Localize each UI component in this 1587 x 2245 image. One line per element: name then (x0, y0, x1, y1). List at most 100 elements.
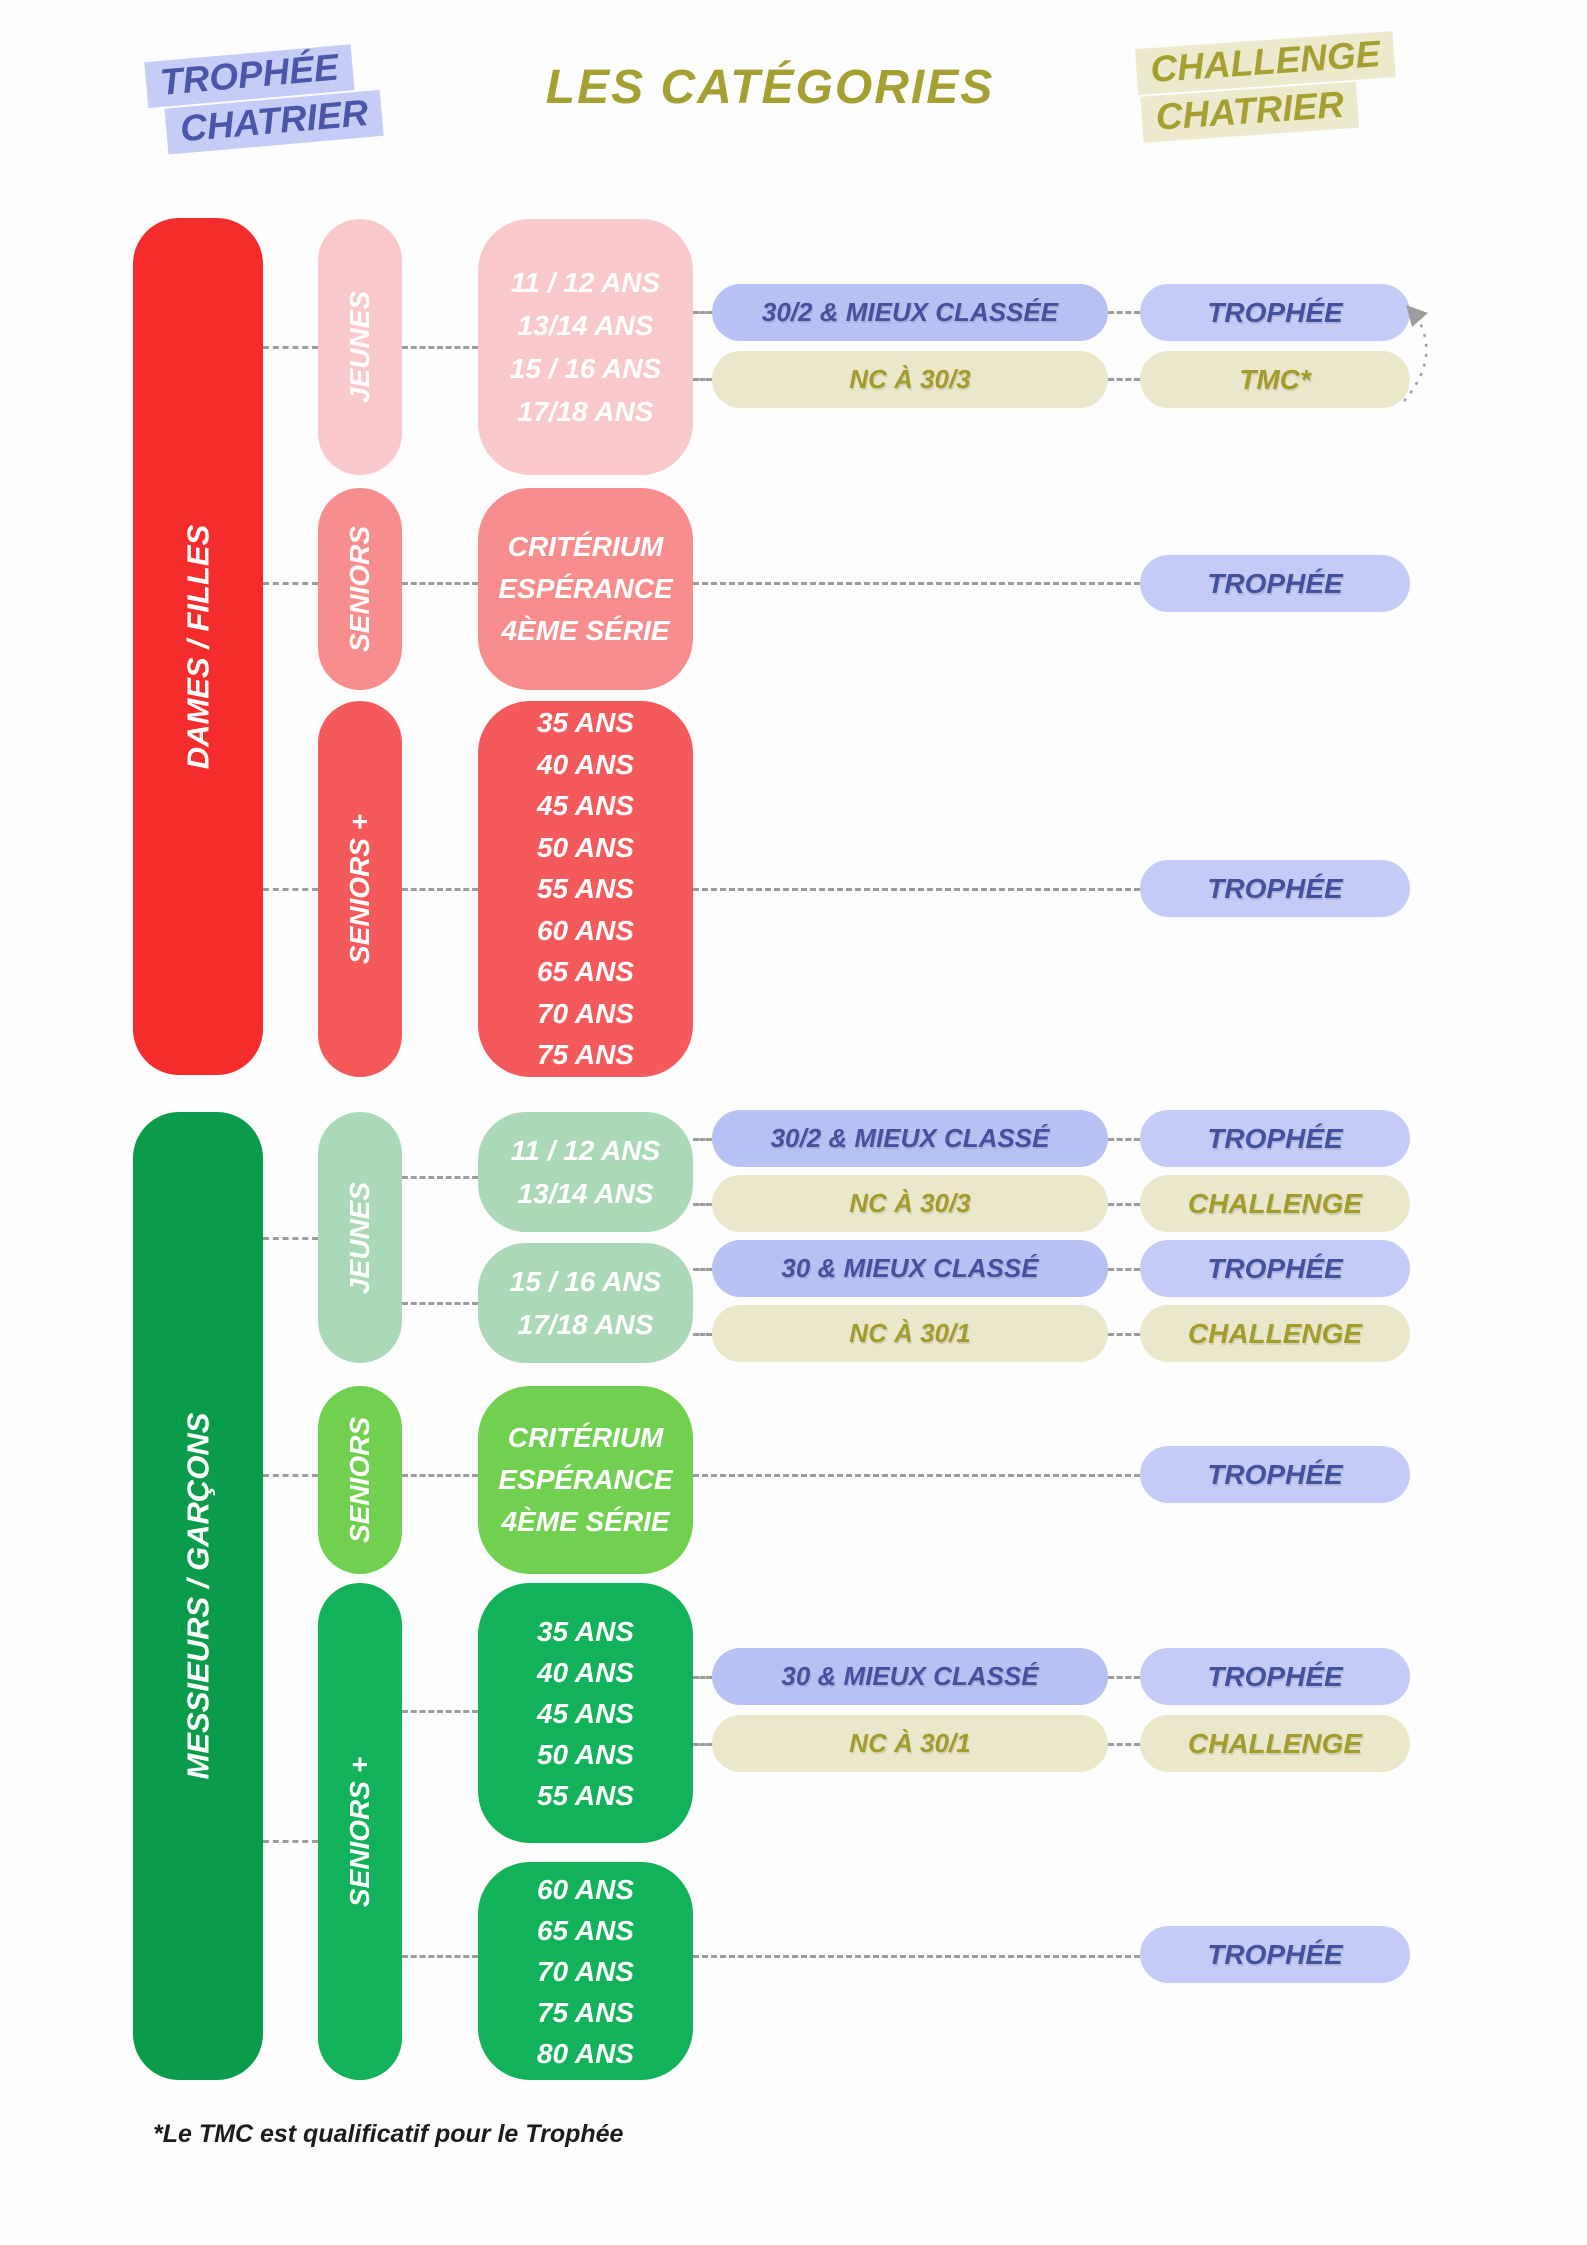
result-label: TROPHÉE (1207, 1252, 1343, 1284)
age-line: 11 / 12 ANS (510, 267, 661, 298)
men-seniors-plus-result-pill-1: TROPHÉE (1140, 1648, 1410, 1705)
men-seniors-plus-result-pill-2: CHALLENGE (1140, 1715, 1410, 1772)
men-seniors-plus-ages-pill-1: 35 ANS 40 ANS 45 ANS 50 ANS 55 ANS (478, 1583, 693, 1843)
dashed-connector (402, 1710, 478, 1713)
dashed-connector (693, 1955, 1140, 1958)
age-line: 13/14 ANS (517, 1178, 654, 1209)
challenge-badge-line1: CHALLENGE (1135, 31, 1396, 96)
dashed-connector (402, 888, 478, 891)
age-line: 60 ANS (536, 914, 634, 946)
men-classification-pill-4: NC À 30/1 (712, 1305, 1108, 1362)
dashed-connector (693, 1333, 712, 1336)
dashed-connector (263, 888, 318, 891)
age-line: 55 ANS (536, 873, 634, 905)
page-title: LES CATÉGORIES (545, 61, 995, 114)
men-seniors-plus-classification-pill-2: NC À 30/1 (712, 1715, 1108, 1772)
age-line: 17/18 ANS (517, 396, 654, 427)
men-seniors-category-pill: CRITÉRIUM ESPÉRANCE 4ÈME SÉRIE (478, 1386, 693, 1574)
women-seniors-category-pill: CRITÉRIUM ESPÉRANCE 4ÈME SÉRIE (478, 488, 693, 690)
dashed-connector (1108, 1138, 1140, 1141)
dashed-connector (263, 346, 318, 349)
men-result-pill-1: TROPHÉE (1140, 1110, 1410, 1167)
dashed-connector (263, 1840, 318, 1843)
men-seniors-pill: SENIORS (318, 1386, 402, 1574)
classification-label: 30 & MIEUX CLASSÉ (781, 1253, 1039, 1283)
result-label: CHALLENGE (1187, 1727, 1363, 1759)
age-line: 80 ANS (536, 2037, 634, 2069)
women-seniors-result-pill: TROPHÉE (1140, 555, 1410, 612)
women-jeunes-pill: JEUNES (318, 219, 402, 475)
category-line: ESPÉRANCE (498, 1464, 673, 1495)
age-line: 50 ANS (536, 1738, 634, 1770)
age-line: 15 / 16 ANS (509, 353, 662, 384)
age-line: 40 ANS (536, 748, 634, 780)
age-line: 75 ANS (536, 1039, 634, 1071)
age-line: 35 ANS (536, 1615, 634, 1647)
age-line: 15 / 16 ANS (509, 1266, 662, 1297)
result-label: CHALLENGE (1187, 1187, 1363, 1219)
trophee-chatrier-badge: TROPHÉE CHATRIER (144, 42, 385, 156)
women-jeunes-ages-pill: 11 / 12 ANS 13/14 ANS 15 / 16 ANS 17/18 … (478, 219, 693, 475)
dashed-connector (693, 378, 712, 381)
result-label: TROPHÉE (1207, 872, 1343, 904)
category-line: 4ÈME SÉRIE (501, 1506, 670, 1537)
age-line: 60 ANS (536, 1873, 634, 1905)
dashed-connector (263, 1474, 318, 1477)
category-line: CRITÉRIUM (507, 531, 664, 562)
classification-label: 30/2 & MIEUX CLASSÉE (761, 297, 1059, 327)
women-jeunes-label: JEUNES (344, 290, 376, 404)
women-category-bar: DAMES / FILLES (133, 218, 263, 1075)
classification-label: 30 & MIEUX CLASSÉ (781, 1661, 1039, 1691)
men-seniors-plus-group2-result-pill: TROPHÉE (1140, 1926, 1410, 1983)
dashed-connector (1108, 1268, 1140, 1271)
classification-label: NC À 30/1 (849, 1728, 971, 1758)
result-label: TROPHÉE (1207, 1938, 1343, 1970)
women-result-pill-1: TROPHÉE (1140, 284, 1410, 341)
dashed-connector (263, 1237, 318, 1240)
category-line: 4ÈME SÉRIE (501, 615, 670, 646)
dashed-connector (693, 1138, 712, 1141)
result-label: TMC* (1239, 363, 1311, 395)
dashed-connector (693, 1268, 712, 1271)
men-jeunes-ages-pill-2: 15 / 16 ANS 17/18 ANS (478, 1243, 693, 1363)
result-label: TROPHÉE (1207, 1458, 1343, 1490)
dashed-connector (693, 1203, 712, 1206)
women-seniors-plus-pill: SENIORS + (318, 701, 402, 1077)
men-jeunes-ages-pill-1: 11 / 12 ANS 13/14 ANS (478, 1112, 693, 1232)
age-line: 40 ANS (536, 1656, 634, 1688)
dashed-connector (693, 311, 712, 314)
women-classification-pill-2: NC À 30/3 (712, 351, 1108, 408)
men-seniors-plus-classification-pill-1: 30 & MIEUX CLASSÉ (712, 1648, 1108, 1705)
age-line: 17/18 ANS (517, 1309, 654, 1340)
age-line: 65 ANS (536, 956, 634, 988)
dashed-connector (402, 1176, 478, 1179)
challenge-chatrier-badge: CHALLENGE CHATRIER (1135, 31, 1399, 143)
men-jeunes-label: JEUNES (344, 1181, 376, 1294)
dashed-connector (402, 582, 478, 585)
age-line: 13/14 ANS (517, 310, 654, 341)
age-line: 55 ANS (536, 1779, 634, 1811)
women-category-bar-label: DAMES / FILLES (180, 524, 216, 769)
classification-label: NC À 30/1 (849, 1318, 971, 1348)
men-result-pill-3: TROPHÉE (1140, 1240, 1410, 1297)
men-result-pill-4: CHALLENGE (1140, 1305, 1410, 1362)
dashed-connector (1108, 1676, 1140, 1679)
classification-label: NC À 30/3 (849, 1188, 971, 1218)
men-category-bar-label: MESSIEURS / GARÇONS (180, 1412, 216, 1780)
dashed-connector (693, 1743, 712, 1746)
dashed-connector (402, 1302, 478, 1305)
dashed-connector (693, 582, 1140, 585)
dashed-connector (1108, 1743, 1140, 1746)
dashed-connector (693, 888, 1140, 891)
men-classification-pill-3: 30 & MIEUX CLASSÉ (712, 1240, 1108, 1297)
result-label: TROPHÉE (1207, 1660, 1343, 1692)
age-line: 45 ANS (536, 1697, 634, 1729)
women-seniors-plus-result-pill: TROPHÉE (1140, 860, 1410, 917)
men-seniors-result-pill: TROPHÉE (1140, 1446, 1410, 1503)
women-result-pill-2: TMC* (1140, 351, 1410, 408)
men-seniors-label: SENIORS (344, 1416, 375, 1544)
dashed-connector (1108, 1203, 1140, 1206)
men-classification-pill-2: NC À 30/3 (712, 1175, 1108, 1232)
result-label: TROPHÉE (1207, 296, 1343, 328)
dashed-connector (402, 1474, 478, 1477)
